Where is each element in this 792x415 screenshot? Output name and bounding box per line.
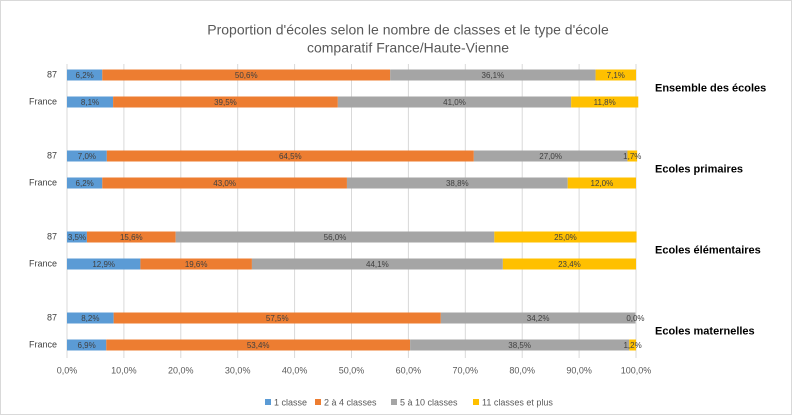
y-tick-label: 87 [47, 150, 57, 160]
chart-subtitle: comparatif France/Haute-Vienne [307, 40, 509, 56]
data-label: 41,0% [443, 98, 466, 107]
data-label: 19,6% [185, 260, 208, 269]
x-tick-label: 90,0% [566, 365, 592, 375]
bar-segment [627, 150, 638, 162]
group-label: Ecoles élémentaires [655, 244, 761, 256]
bar-segment [595, 69, 636, 81]
data-label: 6,9% [78, 341, 96, 350]
group-label: Ecoles maternelles [655, 325, 755, 337]
data-label: 8,2% [81, 314, 99, 323]
bar-segment [67, 177, 103, 189]
data-label: 50,6% [235, 71, 258, 80]
data-label: 43,0% [213, 179, 236, 188]
data-label: 64,5% [279, 152, 302, 161]
x-tick-label: 0,0% [57, 365, 78, 375]
x-tick-label: 10,0% [111, 365, 137, 375]
data-label: 23,4% [558, 260, 581, 269]
data-label: 0,0% [626, 314, 644, 323]
bar-segment [106, 150, 474, 162]
data-label: 12,9% [92, 260, 115, 269]
data-label: 6,2% [76, 179, 94, 188]
y-tick-label: France [29, 177, 57, 187]
legend-label: 2 à 4 classes [324, 397, 377, 407]
data-label: 53,4% [247, 341, 270, 350]
legend-label: 1 classe [274, 397, 307, 407]
y-tick-label: 87 [47, 231, 57, 241]
bar-segment [102, 69, 391, 81]
bar-segment [67, 258, 141, 270]
bar-segment [113, 96, 338, 108]
data-label: 3,5% [68, 233, 86, 242]
data-label: 56,0% [324, 233, 347, 242]
legend-swatch [315, 399, 321, 405]
group-label: Ensemble des écoles [655, 82, 766, 94]
x-tick-label: 80,0% [509, 365, 535, 375]
data-label: 6,2% [76, 71, 94, 80]
bar-segment [390, 69, 596, 81]
legend-swatch [265, 399, 271, 405]
data-label: 36,1% [482, 71, 505, 80]
data-label: 34,2% [527, 314, 550, 323]
data-label: 12,0% [591, 179, 614, 188]
bar-segment [571, 96, 639, 108]
data-label: 27,0% [539, 152, 562, 161]
bar-segment [140, 258, 252, 270]
bar-segment [67, 312, 114, 324]
bar-segment [67, 69, 103, 81]
x-tick-label: 50,0% [339, 365, 365, 375]
bar-segment [629, 339, 636, 351]
chart-title: Proportion d'écoles selon le nombre de c… [207, 22, 609, 38]
x-tick-label: 60,0% [396, 365, 422, 375]
y-tick-label: France [29, 339, 57, 349]
data-label: 25,0% [554, 233, 577, 242]
bar-segment [567, 177, 636, 189]
x-tick-label: 30,0% [225, 365, 251, 375]
bar-segment [494, 231, 637, 243]
data-label: 57,5% [266, 314, 289, 323]
bar-segment [86, 231, 176, 243]
x-tick-label: 100,0% [621, 365, 652, 375]
data-label: 7,0% [78, 152, 96, 161]
bar-segment [502, 258, 636, 270]
bar-segment [473, 150, 628, 162]
y-tick-label: 87 [47, 312, 57, 322]
bar-segment [106, 339, 411, 351]
bar-segment [113, 312, 441, 324]
data-label: 8,1% [81, 98, 99, 107]
legend-swatch [391, 399, 397, 405]
legend-label: 11 classes et plus [482, 397, 553, 407]
y-tick-label: 87 [47, 69, 57, 79]
data-label: 1,2% [623, 341, 641, 350]
x-tick-label: 70,0% [453, 365, 479, 375]
group-label: Ecoles primaires [655, 163, 743, 175]
bar-segment [440, 312, 636, 324]
data-label: 11,8% [594, 98, 616, 107]
x-tick-label: 20,0% [168, 365, 194, 375]
bar-segment [67, 231, 87, 243]
bar-segment [67, 339, 107, 351]
data-label: 39,5% [214, 98, 237, 107]
bar-segment [67, 96, 114, 108]
bar-segment [410, 339, 630, 351]
y-tick-label: France [29, 96, 57, 106]
data-label: 38,5% [508, 341, 531, 350]
data-label: 7,1% [607, 71, 625, 80]
data-label: 1,7% [623, 152, 641, 161]
bar-segment [175, 231, 495, 243]
bar-segment [337, 96, 572, 108]
data-label: 38,8% [446, 179, 469, 188]
x-tick-label: 40,0% [282, 365, 308, 375]
bar-segment [102, 177, 347, 189]
bar-segment [251, 258, 503, 270]
data-label: 44,1% [366, 260, 389, 269]
y-tick-label: France [29, 258, 57, 268]
bar-segment [346, 177, 568, 189]
bar-segment [67, 150, 107, 162]
data-label: 15,6% [120, 233, 143, 242]
legend-swatch [473, 399, 479, 405]
legend-label: 5 à 10 classes [400, 397, 458, 407]
